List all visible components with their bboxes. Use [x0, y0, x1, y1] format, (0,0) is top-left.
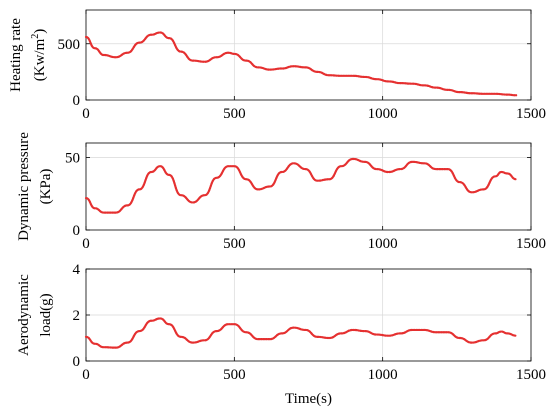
- x-tick-label: 1000: [368, 236, 398, 252]
- x-tick-label: 500: [223, 367, 246, 383]
- subplot-3: 0 500 1000 1500 0 2 4 Aerodynamic load(g) Time(s): [16, 262, 546, 407]
- x-tick-label: 0: [82, 367, 90, 383]
- y-axis-label-line2: (Kw/m2): [30, 29, 48, 82]
- y-tick-label: 50: [65, 151, 80, 167]
- x-tick-label: 1000: [368, 367, 398, 383]
- x-tick-label: 1500: [516, 236, 546, 252]
- x-tick-label: 1500: [516, 106, 546, 122]
- y-tick-label: 0: [73, 354, 81, 370]
- y-axis-label-line1: Dynamic pressure: [16, 132, 32, 241]
- x-axis-label: Time(s): [285, 391, 332, 407]
- series-line-1: [84, 157, 518, 214]
- y-axis-label-line2: (KPa): [38, 169, 54, 205]
- subplot-1: 0 500 1000 1500 0 500 Heating rate (Kw/m2): [8, 9, 546, 122]
- y-axis-label-line2: load(g): [38, 293, 54, 336]
- x-tick-label: 500: [223, 236, 246, 252]
- y-tick-label: 2: [73, 308, 81, 324]
- x-tick-label: 0: [82, 236, 90, 252]
- y-tick-label: 4: [73, 262, 81, 278]
- y-axis-label: Dynamic pressure (KPa): [16, 132, 54, 241]
- x-tick-label: 500: [223, 106, 246, 122]
- y-axis-label: Aerodynamic load(g): [16, 274, 54, 356]
- y-tick-label: 0: [73, 93, 81, 109]
- y-axis-label: Heating rate (Kw/m2): [8, 18, 48, 92]
- subplot-2: 0 500 1000 1500 0 50 Dynamic pressure (KPa): [16, 132, 546, 252]
- series-line-1: [84, 317, 518, 349]
- x-tick-label: 0: [82, 106, 90, 122]
- x-tick-label: 1000: [368, 106, 398, 122]
- y-tick-label: 0: [73, 223, 81, 239]
- plot-frame: [85, 142, 532, 231]
- y-tick-label: 500: [58, 37, 81, 53]
- y-axis-label-line1: Aerodynamic: [16, 274, 32, 356]
- plot-frame: [85, 9, 532, 101]
- x-tick-label: 1500: [516, 367, 546, 383]
- series-line-1: [84, 31, 518, 97]
- y-axis-label-line1: Heating rate: [8, 18, 24, 92]
